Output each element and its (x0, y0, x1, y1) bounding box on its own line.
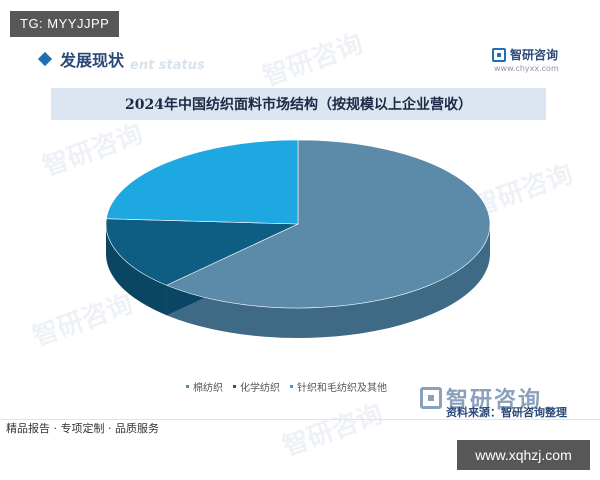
pie-slice-2 (106, 139, 299, 225)
legend-swatch (233, 385, 236, 388)
legend-label: 棉纺织 (193, 383, 223, 394)
section-title: 发展现状 (60, 51, 125, 70)
chart-legend: 棉纺织 化学纺织 针织和毛纺织及其他 (186, 379, 397, 394)
section-header: 发展现状 (37, 48, 125, 70)
source-logo-icon (420, 387, 442, 409)
brand-name: 智研咨询 (510, 48, 559, 62)
legend-item: 针织和毛纺织及其他 (290, 379, 387, 394)
chart-title: 2024年中国纺织面料市场结构（按规模以上企业营收） (125, 97, 472, 113)
source-logo: 智研咨询 (420, 382, 542, 414)
brand-url: www.chyxx.com (494, 64, 559, 73)
source-logo-text: 智研咨询 (446, 388, 543, 413)
pie-slice-side (166, 224, 490, 338)
legend-label: 针织和毛纺织及其他 (297, 383, 387, 394)
legend-item: 化学纺织 (233, 379, 280, 394)
legend-label: 化学纺织 (240, 383, 280, 394)
footer-divider (0, 419, 600, 420)
legend-swatch (290, 385, 293, 388)
legend-swatch (186, 385, 189, 388)
legend-item: 棉纺织 (186, 379, 223, 394)
brand-logo-icon (492, 47, 506, 62)
pie-slice-1 (105, 218, 299, 286)
brand: 智研咨询 www.chyxx.com (492, 46, 559, 73)
pie-slice-0 (165, 139, 491, 309)
overlay-tag: TG: MYYJJPP (10, 11, 120, 37)
source-note: 资料来源：智研咨询整理 (446, 406, 567, 419)
footer-slogan: 精品报告 · 专项定制 · 品质服务 (6, 422, 159, 435)
section-ghost-text: ent status (130, 58, 205, 73)
overlay-url: www.xqhzj.com (457, 440, 590, 470)
chart-title-bar: 2024年中国纺织面料市场结构（按规模以上企业营收） (51, 88, 546, 120)
